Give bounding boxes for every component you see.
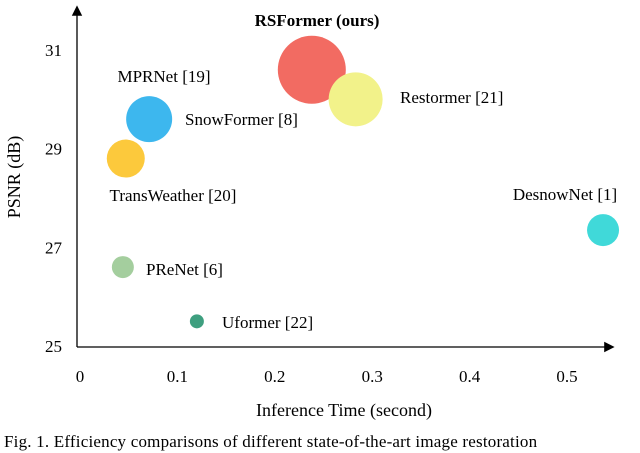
x-tick-label: 0.1 [167,367,188,386]
data-point-uformer-22 [189,314,204,329]
point-label: PReNet [6] [146,260,223,279]
point-label: SnowFormer [8] [185,110,298,129]
point-label: TransWeather [20] [110,186,237,205]
point-label: Uformer [22] [222,313,313,332]
point-label: Restormer [21] [400,88,503,107]
y-axis-title: PSNR (dB) [4,136,25,219]
y-tick-label: 25 [45,337,62,356]
x-tick-label: 0.5 [556,367,577,386]
tick-labels: 0 0.1 0.2 0.3 0.4 0.5 25 27 29 31 [45,41,578,386]
y-tick-label: 31 [45,41,62,60]
point-label: MPRNet [19] [117,67,210,86]
x-tick-label: 0.2 [264,367,285,386]
data-point-prenet-6 [111,256,134,279]
y-tick-label: 29 [45,140,62,159]
point-labels: RSFormer (ours) Restormer [21] MPRNet [19]… [110,11,618,332]
x-tick-label: 0.4 [459,367,481,386]
figure-caption: Fig. 1. Efficiency comparisons of differ… [4,432,538,451]
data-point-restormer-21 [328,72,383,127]
point-label: RSFormer (ours) [255,11,380,30]
y-tick-label: 27 [45,238,63,257]
point-label: DesnowNet [1] [513,185,617,204]
data-points [106,35,620,329]
x-tick-label: 0.3 [362,367,383,386]
data-point-rsformer-ours [277,35,346,104]
x-axis-title: Inference Time (second) [256,400,432,421]
x-tick-label: 0 [76,367,85,386]
data-point-desnownet-1 [587,214,620,247]
data-point-transweather-20 [106,139,145,178]
data-point-mprnet-19 [126,96,173,143]
scatter-chart: RSFormer (ours) Restormer [21] MPRNet [19]… [4,5,620,421]
